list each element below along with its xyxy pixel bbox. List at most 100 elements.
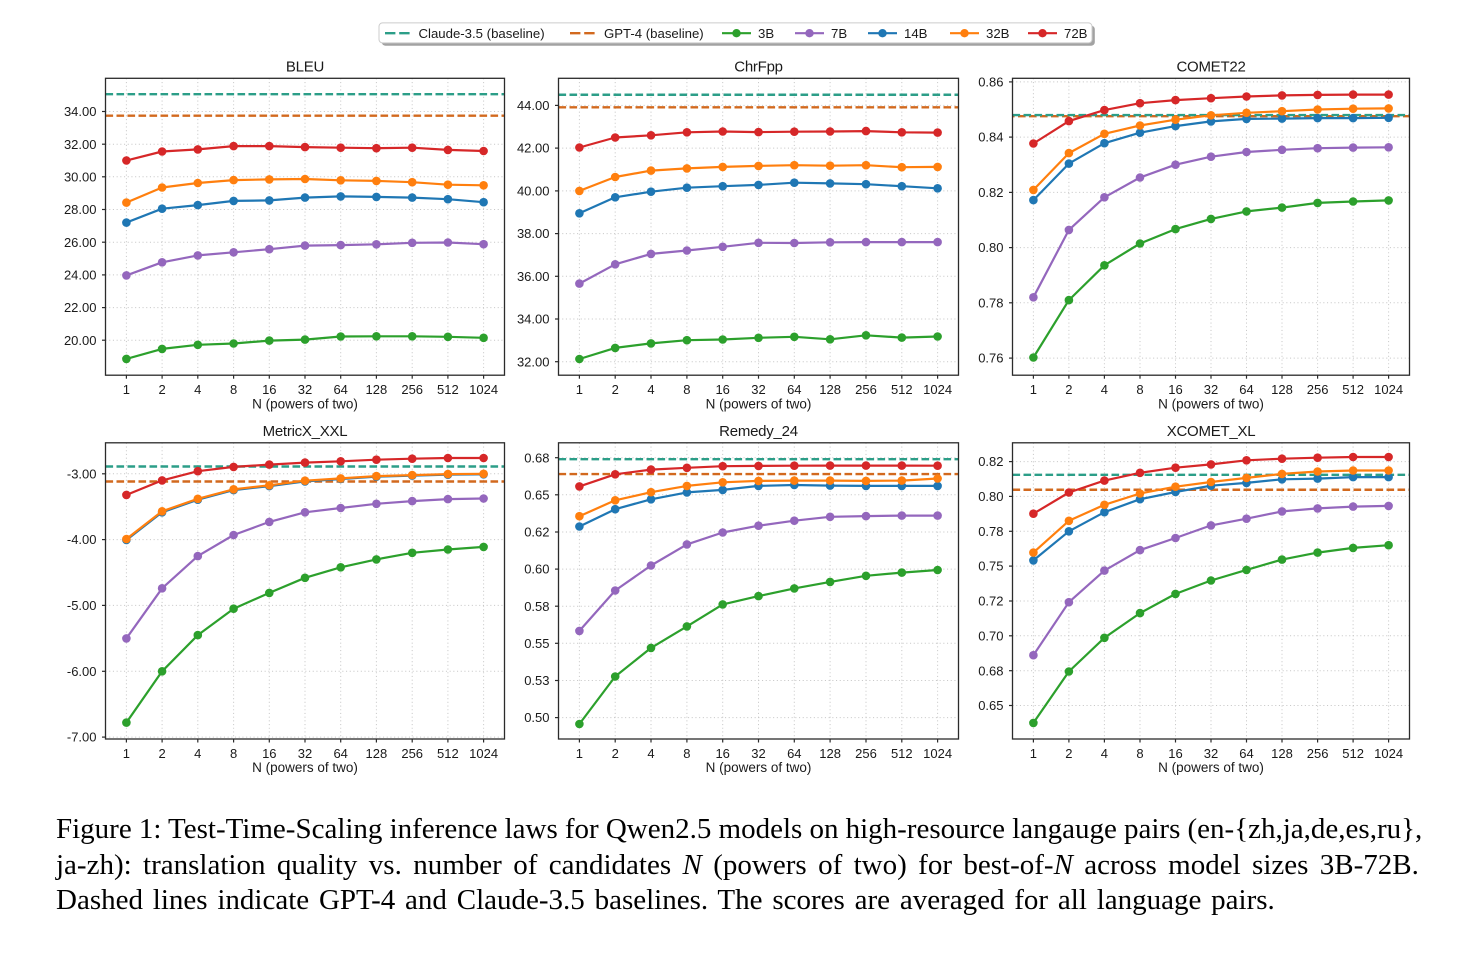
svg-text:256: 256	[855, 382, 877, 397]
svg-text:1: 1	[576, 746, 583, 761]
svg-text:256: 256	[401, 382, 423, 397]
svg-text:0.78: 0.78	[978, 295, 1003, 310]
svg-text:256: 256	[401, 746, 423, 761]
svg-text:2: 2	[612, 746, 619, 761]
svg-text:4: 4	[1101, 382, 1108, 397]
svg-text:64: 64	[787, 382, 801, 397]
svg-text:64: 64	[1239, 382, 1253, 397]
svg-text:30.00: 30.00	[64, 169, 97, 184]
svg-text:14B: 14B	[904, 26, 928, 41]
svg-text:0.60: 0.60	[524, 562, 549, 577]
svg-text:64: 64	[1239, 746, 1253, 761]
svg-text:N (powers of two): N (powers of two)	[1158, 396, 1264, 411]
svg-text:8: 8	[1136, 746, 1143, 761]
svg-text:32: 32	[298, 746, 312, 761]
svg-text:0.68: 0.68	[978, 663, 1003, 678]
svg-text:4: 4	[647, 746, 654, 761]
svg-text:GPT-4 (baseline): GPT-4 (baseline)	[604, 26, 704, 41]
svg-text:0.86: 0.86	[978, 75, 1003, 90]
svg-text:24.00: 24.00	[64, 268, 97, 283]
svg-text:512: 512	[1342, 746, 1364, 761]
svg-text:0.68: 0.68	[524, 450, 549, 465]
svg-text:1: 1	[123, 746, 130, 761]
svg-text:0.65: 0.65	[978, 698, 1003, 713]
svg-text:8: 8	[230, 746, 237, 761]
svg-text:7B: 7B	[831, 26, 847, 41]
svg-text:1024: 1024	[923, 382, 952, 397]
svg-text:ChrFpp: ChrFpp	[734, 58, 783, 75]
svg-text:3B: 3B	[758, 26, 774, 41]
svg-text:1024: 1024	[1374, 746, 1403, 761]
svg-text:32: 32	[751, 746, 765, 761]
svg-text:64: 64	[333, 746, 347, 761]
svg-text:0.78: 0.78	[978, 524, 1003, 539]
svg-text:512: 512	[891, 746, 913, 761]
svg-text:32: 32	[751, 382, 765, 397]
svg-text:2: 2	[1065, 382, 1072, 397]
svg-text:ja-zh): translation quality vs: ja-zh): translation quality vs. number o…	[55, 849, 1419, 881]
svg-text:0.76: 0.76	[978, 351, 1003, 366]
svg-text:-6.00: -6.00	[67, 664, 97, 679]
svg-text:0.82: 0.82	[978, 185, 1003, 200]
svg-text:128: 128	[366, 382, 388, 397]
svg-text:0.72: 0.72	[978, 594, 1003, 609]
svg-text:-3.00: -3.00	[67, 466, 97, 481]
svg-text:64: 64	[787, 746, 801, 761]
svg-text:N (powers of two): N (powers of two)	[252, 760, 358, 775]
svg-text:4: 4	[1101, 746, 1108, 761]
svg-text:256: 256	[855, 746, 877, 761]
svg-text:16: 16	[262, 746, 276, 761]
svg-text:1: 1	[1030, 382, 1037, 397]
svg-text:COMET22: COMET22	[1176, 58, 1245, 75]
svg-text:-5.00: -5.00	[67, 598, 97, 613]
svg-text:Remedy_24: Remedy_24	[719, 423, 798, 440]
svg-text:72B: 72B	[1064, 26, 1088, 41]
svg-text:0.55: 0.55	[524, 636, 549, 651]
svg-text:16: 16	[1168, 746, 1182, 761]
svg-text:16: 16	[715, 382, 729, 397]
svg-text:16: 16	[262, 382, 276, 397]
svg-text:1: 1	[123, 382, 130, 397]
svg-text:0.80: 0.80	[978, 489, 1003, 504]
svg-text:22.00: 22.00	[64, 300, 97, 315]
svg-text:0.82: 0.82	[978, 454, 1003, 469]
svg-text:512: 512	[437, 746, 459, 761]
svg-text:1024: 1024	[1374, 382, 1403, 397]
svg-text:8: 8	[683, 382, 690, 397]
svg-text:16: 16	[715, 746, 729, 761]
svg-text:1: 1	[1030, 746, 1037, 761]
svg-text:38.00: 38.00	[517, 226, 550, 241]
svg-text:0.80: 0.80	[978, 240, 1003, 255]
svg-text:16: 16	[1168, 382, 1182, 397]
svg-text:36.00: 36.00	[517, 269, 550, 284]
svg-text:N (powers of two): N (powers of two)	[706, 760, 812, 775]
svg-text:32.00: 32.00	[64, 137, 97, 152]
svg-text:1024: 1024	[469, 382, 498, 397]
svg-text:28.00: 28.00	[64, 202, 97, 217]
svg-text:128: 128	[1271, 382, 1293, 397]
svg-text:-7.00: -7.00	[67, 730, 97, 745]
svg-text:0.58: 0.58	[524, 599, 549, 614]
svg-text:32: 32	[1204, 746, 1218, 761]
svg-text:26.00: 26.00	[64, 235, 97, 250]
svg-text:0.53: 0.53	[524, 673, 549, 688]
svg-text:8: 8	[230, 382, 237, 397]
svg-text:-4.00: -4.00	[67, 532, 97, 547]
svg-text:0.70: 0.70	[978, 628, 1003, 643]
svg-text:34.00: 34.00	[517, 312, 550, 327]
svg-text:20.00: 20.00	[64, 333, 97, 348]
svg-text:512: 512	[1342, 382, 1364, 397]
svg-text:32.00: 32.00	[517, 354, 550, 369]
svg-text:0.50: 0.50	[524, 710, 549, 725]
svg-text:0.62: 0.62	[524, 525, 549, 540]
svg-text:Claude-3.5 (baseline): Claude-3.5 (baseline)	[419, 26, 545, 41]
svg-text:0.75: 0.75	[978, 559, 1003, 574]
svg-text:256: 256	[1307, 382, 1329, 397]
svg-text:512: 512	[437, 382, 459, 397]
svg-text:256: 256	[1307, 746, 1329, 761]
svg-text:2: 2	[158, 382, 165, 397]
svg-text:XCOMET_XL: XCOMET_XL	[1167, 423, 1256, 440]
svg-text:4: 4	[647, 382, 654, 397]
svg-text:0.84: 0.84	[978, 130, 1003, 145]
svg-text:8: 8	[1136, 382, 1143, 397]
